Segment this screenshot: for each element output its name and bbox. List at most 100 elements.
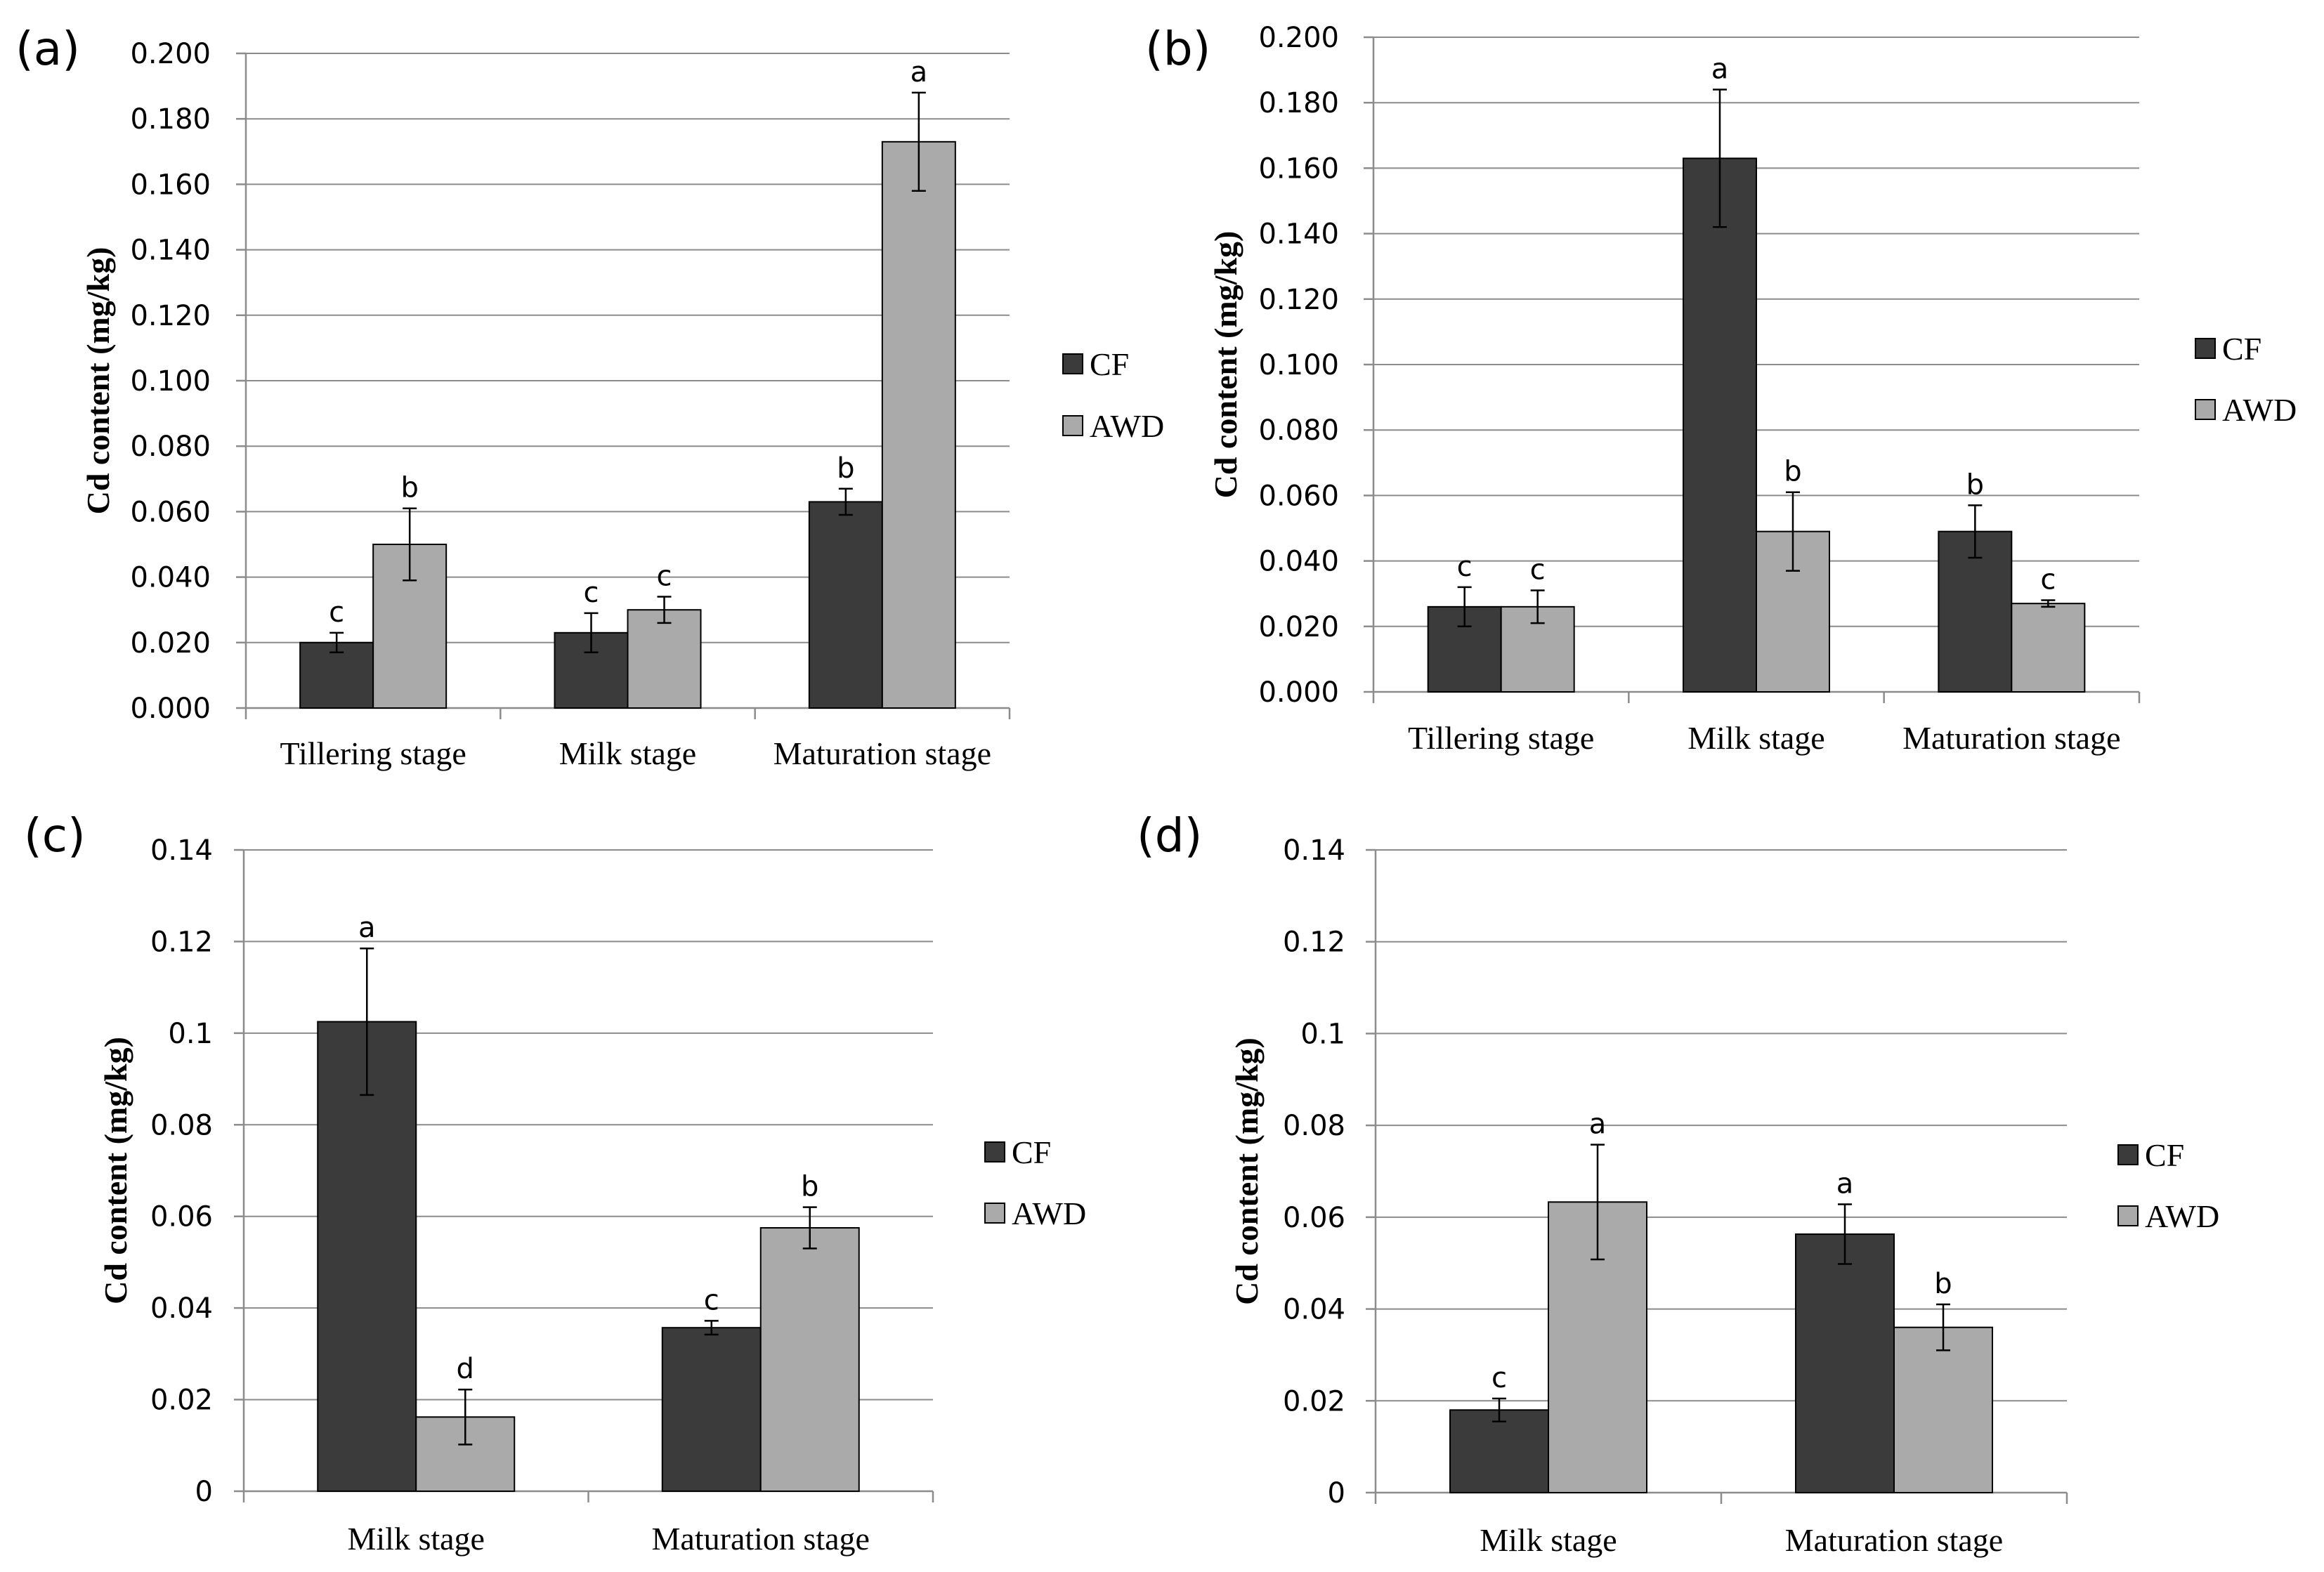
legend-swatch-awd xyxy=(984,1203,1005,1224)
y-tick-label: 0.080 xyxy=(1258,414,1339,447)
x-tick-label: Milk stage xyxy=(559,735,696,771)
y-tick-label: 0.180 xyxy=(130,103,211,136)
y-tick-label: 0.08 xyxy=(1283,1110,1345,1142)
y-tick-label: 0.060 xyxy=(1258,480,1339,512)
y-tick-label: 0.020 xyxy=(130,627,211,660)
y-tick-label: 0.100 xyxy=(1258,349,1339,381)
x-tick-label: Milk stage xyxy=(348,1521,485,1557)
y-tick-label: 0.1 xyxy=(168,1018,213,1050)
x-tick-label: Tillering stage xyxy=(280,735,466,771)
y-tick-label: 0.100 xyxy=(130,365,211,398)
y-tick-label: 0 xyxy=(195,1476,213,1508)
panel-label: (c) xyxy=(24,808,86,863)
bar-awd xyxy=(1548,1201,1647,1494)
y-tick-label: 0.120 xyxy=(130,300,211,332)
y-axis-title: Cd content (mg/kg) xyxy=(98,1037,133,1304)
y-tick-label: 0.08 xyxy=(150,1109,213,1141)
significance-label: c xyxy=(1457,551,1473,583)
legend-swatch-awd xyxy=(2117,1205,2139,1226)
x-tick-label: Maturation stage xyxy=(1902,720,2120,756)
y-axis-title: Cd content (mg/kg) xyxy=(1229,1037,1265,1305)
bar-cf xyxy=(1449,1409,1549,1494)
significance-label: b xyxy=(400,472,418,504)
y-tick-label: 0.06 xyxy=(150,1201,213,1233)
bar-cf xyxy=(661,1327,762,1493)
x-tick-label: Tillering stage xyxy=(1408,720,1594,756)
legend-label: CF xyxy=(2145,1137,2184,1173)
bar-cf xyxy=(1795,1233,1895,1494)
y-tick-label: 0.060 xyxy=(130,496,211,528)
y-tick-label: 0.160 xyxy=(130,169,211,201)
significance-label: a xyxy=(910,56,928,89)
x-tick-label: Milk stage xyxy=(1687,720,1824,756)
y-tick-label: 0.040 xyxy=(1258,546,1339,578)
significance-label: a xyxy=(358,912,376,944)
y-tick-label: 0.200 xyxy=(130,38,211,70)
y-tick-label: 0.1 xyxy=(1300,1018,1345,1050)
bar-cf xyxy=(317,1021,417,1492)
panel-label: (b) xyxy=(1145,22,1210,76)
y-tick-label: 0.180 xyxy=(1258,87,1339,119)
significance-label: b xyxy=(801,1171,818,1203)
y-tick-label: 0.000 xyxy=(1258,676,1339,709)
legend-label: AWD xyxy=(2145,1198,2219,1234)
bar-awd xyxy=(881,140,956,709)
panel-label: (d) xyxy=(1137,808,1202,863)
significance-label: b xyxy=(1934,1268,1952,1300)
y-axis-title: Cd content (mg/kg) xyxy=(80,247,116,515)
legend-label: CF xyxy=(1090,346,1129,382)
legend-swatch-cf xyxy=(2195,338,2216,359)
x-tick-label: Milk stage xyxy=(1480,1522,1617,1558)
legend-label: CF xyxy=(1012,1134,1051,1170)
y-axis-title: Cd content (mg/kg) xyxy=(1208,231,1243,499)
significance-label: a xyxy=(1589,1108,1607,1141)
y-tick-label: 0.020 xyxy=(1258,611,1339,643)
y-tick-label: 0.12 xyxy=(1283,926,1345,959)
chart-panel-1: (a) 0.000 0.020 0.040 0.060 0.080 0.100 0.120 0.… xyxy=(15,22,1164,771)
y-tick-label: 0.080 xyxy=(130,431,211,463)
legend-swatch-cf xyxy=(984,1141,1005,1162)
y-tick-label: 0.14 xyxy=(1283,834,1345,867)
y-tick-label: 0.04 xyxy=(1283,1294,1345,1326)
y-tick-label: 0.12 xyxy=(150,926,213,958)
x-tick-label: Maturation stage xyxy=(773,735,991,771)
y-tick-label: 0 xyxy=(1328,1477,1345,1509)
significance-label: d xyxy=(457,1353,474,1385)
significance-label: b xyxy=(1784,456,1801,488)
y-tick-label: 0.200 xyxy=(1258,22,1339,54)
significance-label: b xyxy=(837,452,854,485)
bar-cf xyxy=(808,501,883,709)
y-tick-label: 0.04 xyxy=(150,1292,213,1325)
bar-awd xyxy=(1893,1326,1993,1493)
legend-label: AWD xyxy=(1090,408,1164,444)
significance-label: a xyxy=(1836,1168,1854,1200)
legend-swatch-awd xyxy=(2195,399,2216,420)
y-tick-label: 0.14 xyxy=(150,834,213,867)
significance-label: c xyxy=(2040,564,2056,596)
y-tick-label: 0.120 xyxy=(1258,284,1339,316)
bar-awd xyxy=(627,609,702,709)
legend-swatch-cf xyxy=(2117,1144,2139,1165)
legend-label: AWD xyxy=(2222,392,2297,428)
chart-panel-4: (d) 0 0.02 0.04 0.06 0.08 0.1 0.12 0.14 Milk stag… xyxy=(1137,808,2219,1558)
bar-awd xyxy=(759,1227,860,1492)
legend-swatch-cf xyxy=(1062,353,1083,374)
significance-label: c xyxy=(329,596,344,629)
legend-label: CF xyxy=(2222,331,2261,367)
x-tick-label: Maturation stage xyxy=(652,1521,870,1557)
legend-label: AWD xyxy=(1012,1196,1086,1231)
significance-label: b xyxy=(1966,469,1984,501)
y-tick-label: 0.040 xyxy=(130,562,211,594)
significance-label: c xyxy=(657,561,672,593)
legend-swatch-awd xyxy=(1062,415,1083,436)
y-tick-label: 0.06 xyxy=(1283,1202,1345,1234)
significance-label: a xyxy=(1711,53,1729,86)
significance-label: c xyxy=(704,1284,719,1316)
y-tick-label: 0.02 xyxy=(1283,1385,1345,1417)
x-tick-label: Maturation stage xyxy=(1785,1522,2003,1558)
y-tick-label: 0.140 xyxy=(1258,218,1339,251)
significance-label: c xyxy=(1530,554,1546,587)
y-tick-label: 0.140 xyxy=(130,235,211,267)
significance-label: c xyxy=(584,577,599,609)
